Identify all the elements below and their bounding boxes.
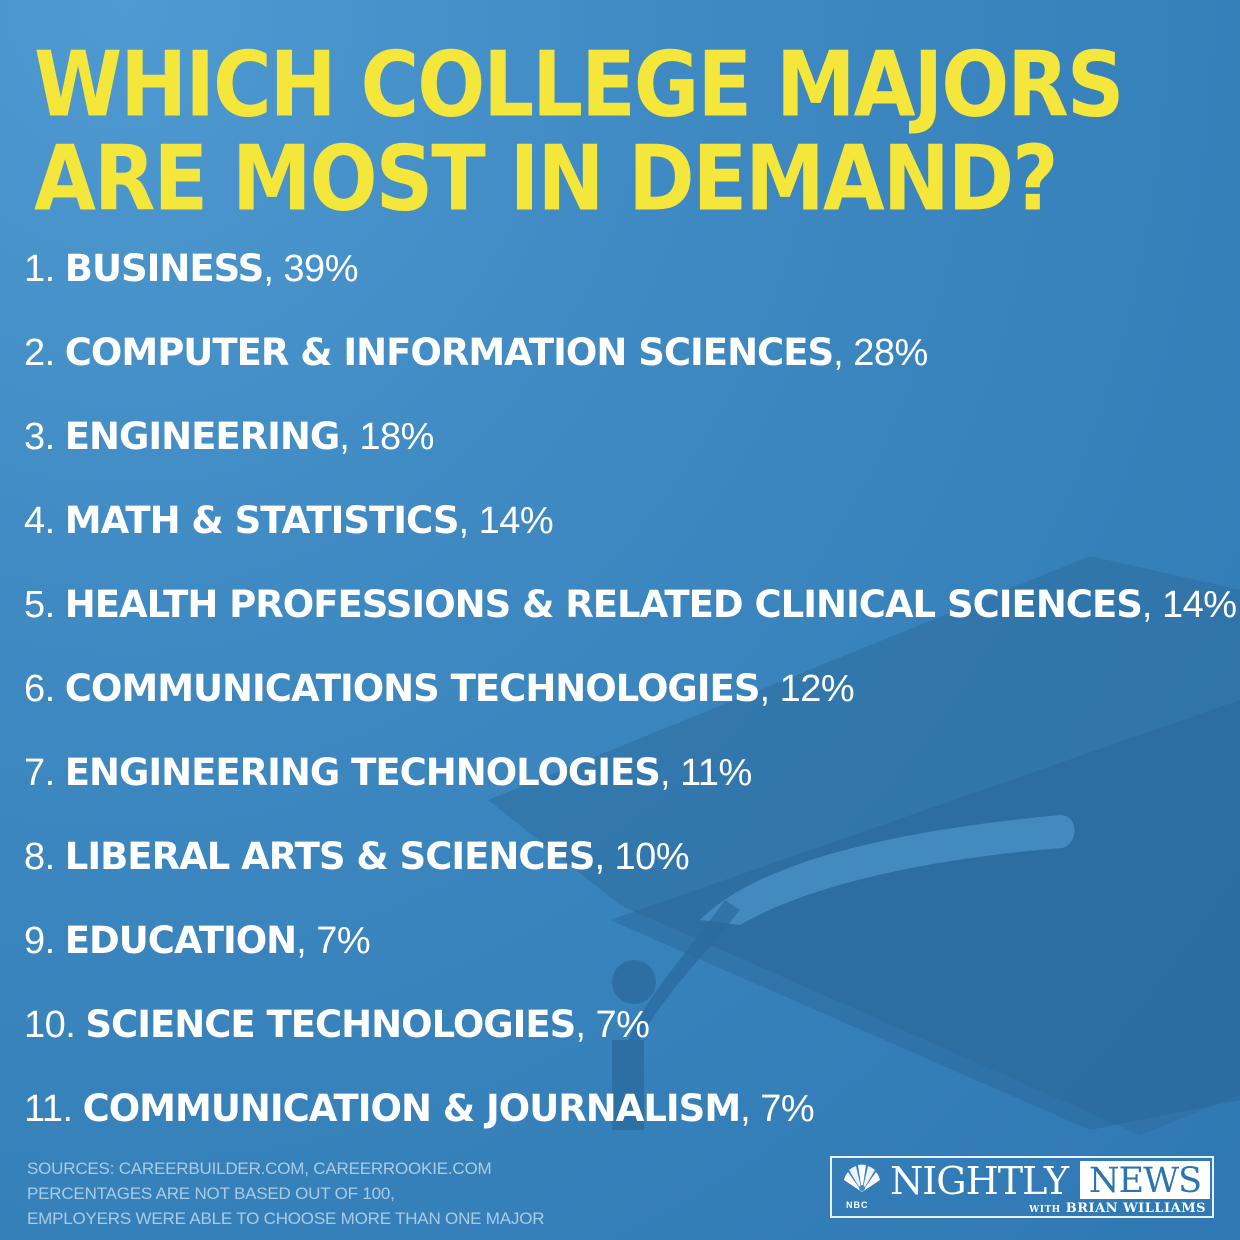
major-name: COMMUNICATION & JOURNALISM (82, 1087, 742, 1130)
major-name: COMMUNICATIONS TECHNOLOGIES (64, 667, 761, 710)
percentage: , 7% (740, 1088, 815, 1130)
list-item: 4. MATH & STATISTICS, 14% (24, 496, 1237, 580)
nbc-peacock-icon (844, 1164, 880, 1192)
percentage: , 28% (833, 332, 928, 374)
percentage: , 18% (339, 416, 434, 458)
percentage: , 39% (263, 248, 358, 290)
percentage: , 14% (1141, 584, 1237, 626)
logo-anchor: WITH BRIAN WILLIAMS (1029, 1201, 1206, 1216)
list-item: 7. ENGINEERING TECHNOLOGIES, 11% (24, 748, 1237, 832)
major-name: BUSINESS (64, 247, 265, 290)
rank-number: 5. (24, 584, 55, 626)
percentage: , 7% (296, 920, 371, 962)
rank-number: 1. (24, 248, 55, 290)
list-item: 1. BUSINESS, 39% (24, 244, 1237, 328)
list-item: 9. EDUCATION, 7% (24, 916, 1237, 1000)
major-name: EDUCATION (64, 919, 297, 962)
rank-number: 3. (24, 416, 55, 458)
major-name: LIBERAL ARTS & SCIENCES (64, 835, 596, 878)
headline-line-1: WHICH COLLEGE MAJORS (34, 32, 1124, 137)
logo-with: WITH (1029, 1205, 1061, 1215)
rank-number: 2. (24, 332, 55, 374)
rank-number: 9. (24, 920, 55, 962)
rank-number: 4. (24, 500, 55, 542)
major-name: HEALTH PROFESSIONS & RELATED CLINICAL SC… (64, 583, 1143, 626)
logo-anchor-name: BRIAN WILLIAMS (1065, 1201, 1206, 1216)
logo-nightly: NIGHTLY (890, 1159, 1069, 1203)
percentage: , 10% (594, 836, 690, 878)
major-name: SCIENCE TECHNOLOGIES (85, 1003, 576, 1046)
footnote-employers: EMPLOYERS WERE ABLE TO CHOOSE MORE THAN … (27, 1209, 545, 1228)
percentage: , 11% (659, 752, 752, 794)
rank-number: 7. (24, 752, 55, 794)
sources-footnote: SOURCES: CAREERBUILDER.COM, CAREERROOKIE… (27, 1156, 545, 1231)
list-item: 11. COMMUNICATION & JOURNALISM, 7% (24, 1084, 1237, 1168)
percentage: , 14% (458, 500, 554, 542)
footnote-percentages: PERCENTAGES ARE NOT BASED OUT OF 100, (27, 1184, 395, 1203)
headline: WHICH COLLEGE MAJORS ARE MOST IN DEMAND? (34, 32, 1124, 231)
rank-number: 11. (24, 1088, 73, 1130)
major-name: ENGINEERING (64, 415, 340, 458)
rank-number: 10. (24, 1004, 76, 1046)
list-item: 5. HEALTH PROFESSIONS & RELATED CLINICAL… (24, 580, 1237, 664)
footnote-sources: SOURCES: CAREERBUILDER.COM, CAREERROOKIE… (27, 1159, 492, 1178)
rank-number: 8. (24, 836, 55, 878)
percentage: , 12% (759, 668, 855, 710)
rank-number: 6. (24, 668, 55, 710)
major-name: ENGINEERING TECHNOLOGIES (64, 751, 661, 794)
headline-line-2: ARE MOST IN DEMAND? (34, 126, 1059, 231)
list-item: 2. COMPUTER & INFORMATION SCIENCES, 28% (24, 328, 1237, 412)
list-item: 6. COMMUNICATIONS TECHNOLOGIES, 12% (24, 664, 1237, 748)
major-name: COMPUTER & INFORMATION SCIENCES (64, 331, 834, 374)
nbc-label: NBC (846, 1200, 869, 1210)
percentage: , 7% (575, 1004, 650, 1046)
logo-news: NEWS (1080, 1161, 1210, 1201)
list-item: 3. ENGINEERING, 18% (24, 412, 1237, 496)
nightly-news-logo: NBC NIGHTLY NEWS WITH BRIAN WILLIAMS (830, 1156, 1214, 1218)
list-item: 10. SCIENCE TECHNOLOGIES, 7% (24, 1000, 1237, 1084)
major-name: MATH & STATISTICS (64, 499, 460, 542)
list-item: 8. LIBERAL ARTS & SCIENCES, 10% (24, 832, 1237, 916)
majors-list: 1. BUSINESS, 39% 2. COMPUTER & INFORMATI… (24, 244, 1237, 1168)
